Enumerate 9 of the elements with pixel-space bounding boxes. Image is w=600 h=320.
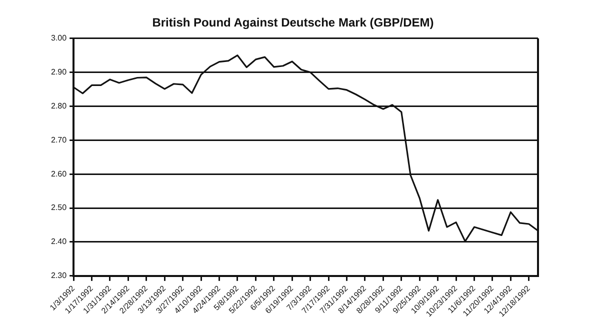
y-tick-label: 2.40	[50, 237, 68, 246]
y-tick-label: 2.30	[50, 271, 68, 280]
y-tick-label: 2.70	[50, 135, 68, 144]
y-tick-label: 2.90	[50, 68, 68, 77]
y-tick-label: 2.80	[50, 101, 68, 110]
y-tick-label: 3.00	[50, 34, 68, 43]
y-tick-label: 2.60	[50, 169, 68, 178]
y-tick-label: 2.50	[50, 203, 68, 212]
chart-title: British Pound Against Deutsche Mark (GBP/DEM)	[152, 16, 434, 30]
